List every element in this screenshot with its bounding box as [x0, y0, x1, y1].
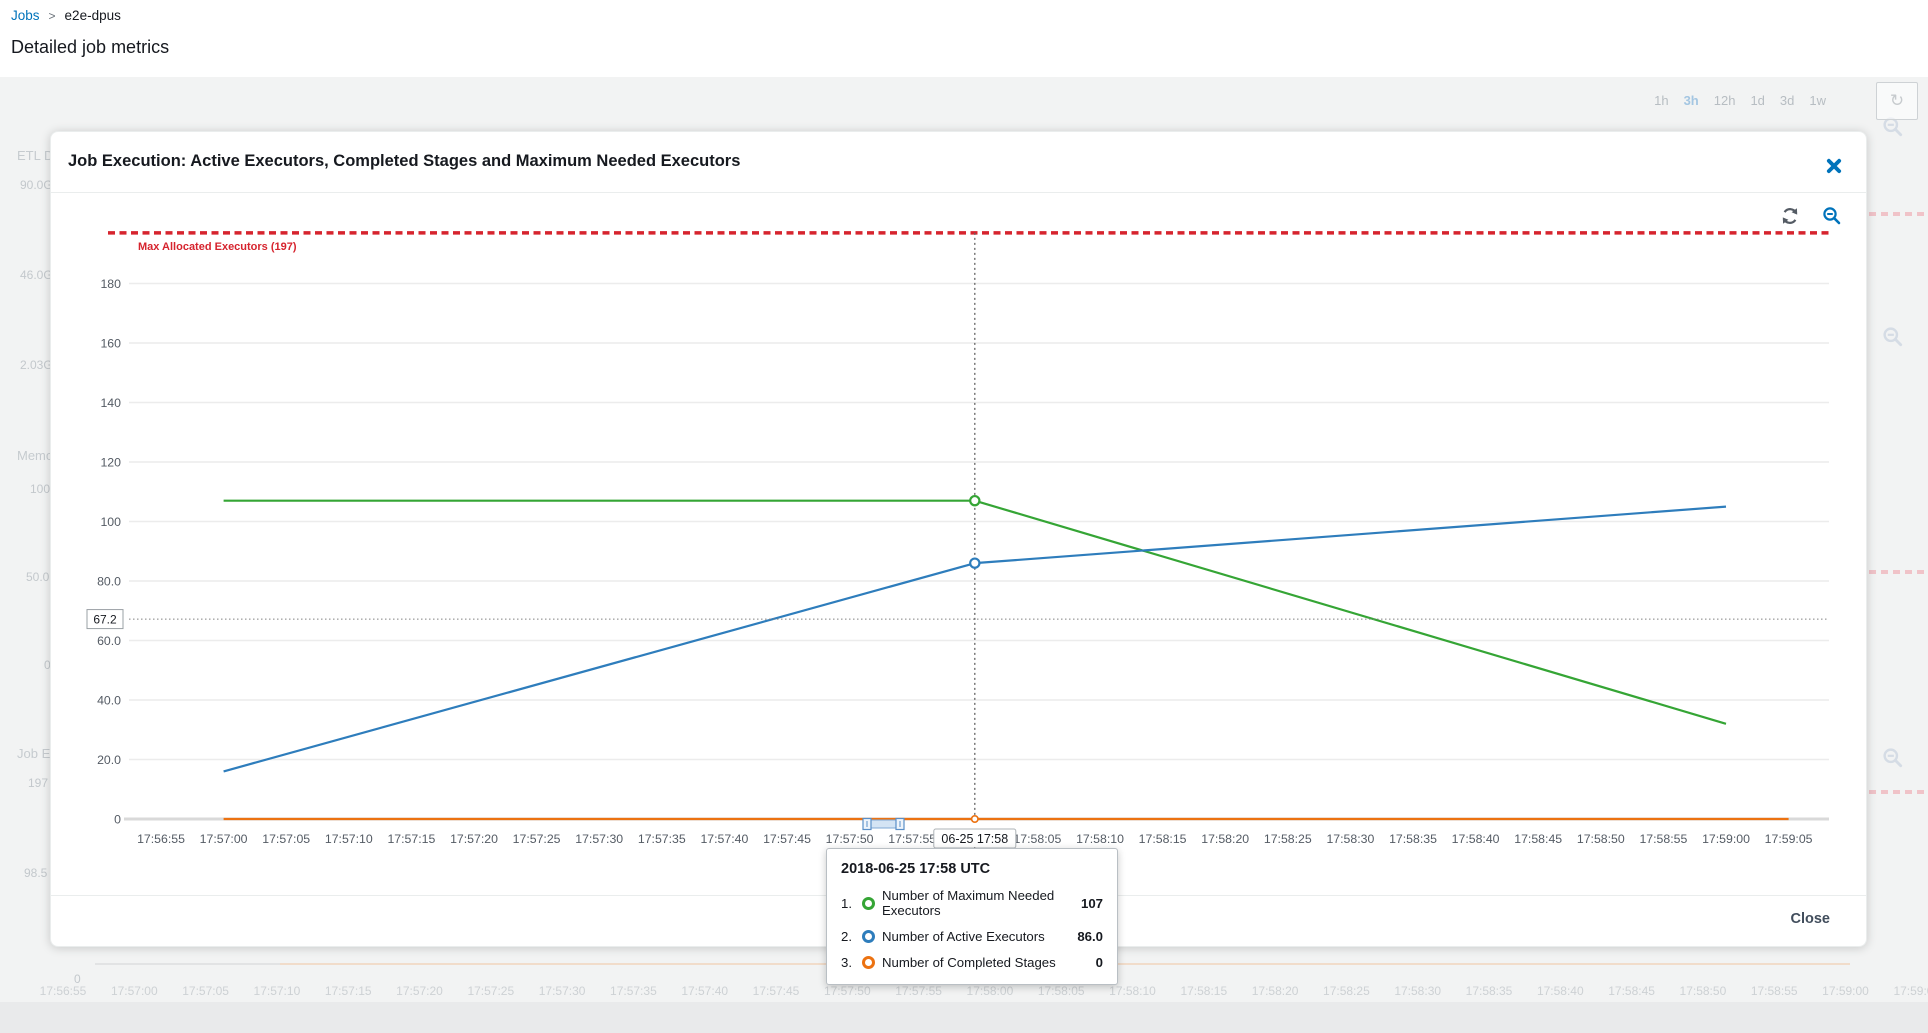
svg-text:17:57:45: 17:57:45	[763, 832, 811, 846]
svg-text:17:58:10: 17:58:10	[1076, 832, 1124, 846]
svg-text:17:58:50: 17:58:50	[1577, 832, 1625, 846]
time-range-option-1w[interactable]: 1w	[1809, 93, 1826, 108]
time-range-option-3h[interactable]: 3h	[1683, 93, 1699, 108]
svg-text:17:57:25: 17:57:25	[513, 832, 561, 846]
max-allocated-label: Max Allocated Executors (197)	[138, 241, 297, 253]
page-background-strip	[0, 1002, 1928, 1033]
job-execution-chart[interactable]: 0 20.0 40.0 60.0 80.0 100 120 140 160 180 Max Allo…	[51, 132, 1868, 948]
modal-close-icon[interactable]	[1826, 158, 1842, 174]
time-range-selector: 1h 3h 12h 1d 3d 1w	[1654, 93, 1826, 108]
tooltip-row-value: 0	[1095, 955, 1103, 970]
time-range-option-12h[interactable]: 12h	[1713, 93, 1736, 108]
svg-text:17:58:45: 17:58:45	[1514, 832, 1562, 846]
svg-text:17:57:15: 17:57:15	[387, 832, 435, 846]
time-range-option-3d[interactable]: 3d	[1779, 93, 1795, 108]
svg-text:17:57:55: 17:57:55	[888, 832, 936, 846]
tooltip-row-label: Number of Completed Stages	[882, 955, 1056, 970]
svg-text:17:57:30: 17:57:30	[575, 832, 623, 846]
time-range-option-1h[interactable]: 1h	[1654, 93, 1669, 108]
svg-text:17:57:20: 17:57:20	[450, 832, 498, 846]
svg-text:17:58:55: 17:58:55	[1639, 832, 1687, 846]
tooltip-row-label: Number of Maximum Needed Executors	[882, 888, 1055, 918]
tooltip-timestamp: 2018-06-25 17:58 UTC	[841, 861, 991, 877]
svg-text:17:56:55: 17:56:55	[137, 832, 185, 846]
svg-text:17:58:05: 17:58:05	[1013, 832, 1061, 846]
svg-text:17:58:40: 17:58:40	[1452, 832, 1500, 846]
tooltip-row: 2. Number of Active Executors 86.0	[841, 929, 1103, 944]
svg-text:180: 180	[100, 277, 121, 291]
svg-text:100: 100	[100, 515, 121, 529]
axis-brush-control[interactable]	[862, 817, 905, 831]
svg-text:20.0: 20.0	[97, 753, 121, 767]
tooltip-row: 1. Number of Maximum Needed Executors 107	[841, 888, 1103, 918]
series-ring-icon	[862, 930, 875, 943]
svg-text:17:59:05: 17:59:05	[1765, 832, 1813, 846]
svg-text:17:58:15: 17:58:15	[1139, 832, 1187, 846]
svg-text:17:58:20: 17:58:20	[1201, 832, 1249, 846]
tooltip-row-label: Number of Active Executors	[882, 929, 1045, 944]
breadcrumb-jobs-link[interactable]: Jobs	[11, 8, 40, 23]
breadcrumb-separator: >	[48, 9, 56, 23]
series-ring-icon	[862, 896, 875, 910]
crosshair-marker	[969, 494, 981, 507]
job-execution-modal: Job Execution: Active Executors, Complet…	[50, 131, 1867, 947]
tooltip-row-value: 86.0	[1077, 929, 1103, 944]
chart-toolbar	[1780, 206, 1842, 226]
breadcrumb: Jobs > e2e-dpus	[11, 8, 121, 23]
svg-text:17:57:10: 17:57:10	[325, 832, 373, 846]
svg-text:40.0: 40.0	[97, 694, 121, 708]
tooltip-row-value: 107	[1080, 895, 1103, 911]
tooltip-row-index: 2.	[841, 929, 852, 944]
chart-refresh-icon[interactable]	[1780, 206, 1800, 226]
svg-text:17:57:40: 17:57:40	[700, 832, 748, 846]
crosshair-axis-label: 06-25 17:58	[941, 832, 1008, 846]
svg-text:120: 120	[100, 456, 121, 470]
svg-text:17:57:00: 17:57:00	[200, 832, 248, 846]
series-ring-icon	[862, 956, 875, 969]
modal-header: Job Execution: Active Executors, Complet…	[51, 132, 1866, 193]
modal-close-button[interactable]: Close	[1790, 911, 1831, 927]
svg-text:17:57:50: 17:57:50	[826, 832, 874, 846]
svg-text:17:57:35: 17:57:35	[638, 832, 686, 846]
page-title: Detailed job metrics	[11, 37, 170, 57]
chart-tooltip: 2018-06-25 17:58 UTC 1. Number of Maximum…	[826, 848, 1118, 985]
svg-text:17:58:35: 17:58:35	[1389, 832, 1437, 846]
dashboard-refresh-button[interactable]: ↻	[1876, 82, 1918, 120]
breadcrumb-current: e2e-dpus	[64, 8, 121, 23]
time-range-option-1d[interactable]: 1d	[1750, 93, 1765, 108]
svg-text:60.0: 60.0	[97, 634, 121, 648]
svg-text:160: 160	[100, 337, 121, 351]
svg-text:17:58:30: 17:58:30	[1326, 832, 1374, 846]
svg-text:17:57:05: 17:57:05	[262, 832, 310, 846]
tooltip-row-index: 1.	[841, 895, 852, 911]
modal-title: Job Execution: Active Executors, Complet…	[68, 152, 741, 170]
hover-value-label: 67.2	[93, 613, 117, 627]
svg-text:0: 0	[114, 813, 121, 827]
svg-text:17:59:00: 17:59:00	[1702, 832, 1750, 846]
tooltip-row: 3. Number of Completed Stages 0	[841, 955, 1103, 970]
svg-text:140: 140	[100, 396, 121, 410]
tooltip-row-index: 3.	[841, 955, 852, 970]
crosshair-marker	[969, 557, 981, 569]
refresh-icon: ↻	[1889, 91, 1905, 110]
chart-zoom-out-icon[interactable]	[1822, 206, 1842, 226]
svg-text:17:58:25: 17:58:25	[1264, 832, 1312, 846]
crosshair-marker	[970, 814, 979, 823]
svg-text:80.0: 80.0	[97, 575, 121, 589]
